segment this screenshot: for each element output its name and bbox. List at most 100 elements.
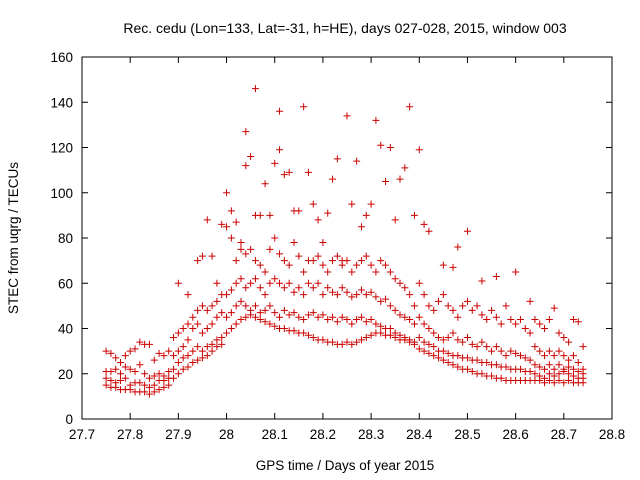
data-point: [502, 352, 510, 360]
data-point: [372, 320, 380, 328]
data-point: [526, 356, 534, 364]
data-point: [304, 331, 312, 339]
data-point: [247, 279, 255, 287]
data-point: [170, 352, 178, 360]
data-point: [569, 352, 577, 360]
y-tick-label: 60: [58, 276, 73, 291]
data-point: [184, 320, 192, 328]
data-point: [550, 352, 558, 360]
data-point: [150, 388, 158, 396]
data-point: [545, 361, 553, 369]
data-point: [435, 334, 443, 342]
data-point: [396, 175, 404, 183]
data-point: [261, 291, 269, 299]
data-point: [295, 207, 303, 215]
data-point: [401, 164, 409, 172]
data-point: [406, 103, 414, 111]
data-point: [232, 279, 240, 287]
data-point: [497, 347, 505, 355]
data-point: [435, 297, 443, 305]
data-point: [357, 336, 365, 344]
data-point: [203, 216, 211, 224]
data-point: [213, 279, 221, 287]
data-point: [502, 302, 510, 310]
data-point: [444, 334, 452, 342]
data-point: [194, 257, 202, 265]
x-tick-label: 28.3: [358, 427, 384, 442]
data-point: [536, 347, 544, 355]
data-point: [112, 383, 120, 391]
data-point: [314, 313, 322, 321]
data-point: [227, 207, 235, 215]
data-point: [290, 309, 298, 317]
data-point: [396, 311, 404, 319]
data-point: [536, 377, 544, 385]
data-point: [237, 297, 245, 305]
data-point: [560, 367, 568, 375]
data-point: [155, 349, 163, 357]
data-point: [521, 354, 529, 362]
data-point: [430, 329, 438, 337]
data-point: [343, 112, 351, 120]
data-point: [343, 338, 351, 346]
data-point: [194, 320, 202, 328]
data-point: [382, 177, 390, 185]
data-point: [574, 358, 582, 366]
data-point: [420, 347, 428, 355]
data-point: [430, 306, 438, 314]
data-point: [165, 367, 173, 375]
data-point: [213, 336, 221, 344]
data-point: [492, 361, 500, 369]
data-point: [155, 370, 163, 378]
data-point: [203, 343, 211, 351]
data-point: [141, 388, 149, 396]
data-point: [300, 268, 308, 276]
data-point: [242, 250, 250, 258]
data-point: [353, 157, 361, 165]
data-point: [333, 252, 341, 260]
data-point: [338, 340, 346, 348]
data-point: [545, 370, 553, 378]
data-point: [290, 288, 298, 296]
data-point: [348, 293, 356, 301]
data-point: [266, 245, 274, 253]
data-point: [189, 358, 197, 366]
data-point: [266, 302, 274, 310]
data-point: [276, 146, 284, 154]
data-point: [251, 302, 259, 310]
data-point: [276, 107, 284, 115]
data-point: [454, 313, 462, 321]
data-point: [459, 338, 467, 346]
data-point: [165, 347, 173, 355]
data-point: [237, 239, 245, 247]
data-point: [550, 379, 558, 387]
data-point: [319, 239, 327, 247]
data-point: [145, 383, 153, 391]
data-point: [410, 320, 418, 328]
data-point: [357, 313, 365, 321]
data-point: [386, 325, 394, 332]
data-point: [333, 318, 341, 326]
data-point: [319, 261, 327, 269]
data-point: [223, 223, 231, 231]
data-point: [232, 302, 240, 310]
data-point: [218, 334, 226, 342]
data-point: [353, 291, 361, 299]
data-point: [449, 329, 457, 337]
data-point: [261, 306, 269, 314]
data-point: [473, 343, 481, 351]
data-point: [300, 291, 308, 299]
data-point: [237, 275, 245, 283]
data-point: [338, 284, 346, 292]
data-point: [251, 257, 259, 265]
data-point: [492, 272, 500, 280]
data-point: [203, 325, 211, 332]
data-point: [208, 252, 216, 260]
data-point: [247, 153, 255, 161]
data-point: [507, 347, 515, 355]
data-point: [329, 175, 337, 183]
data-point: [348, 200, 356, 208]
data-point: [112, 354, 120, 362]
data-point: [223, 291, 231, 299]
data-point: [401, 284, 409, 292]
